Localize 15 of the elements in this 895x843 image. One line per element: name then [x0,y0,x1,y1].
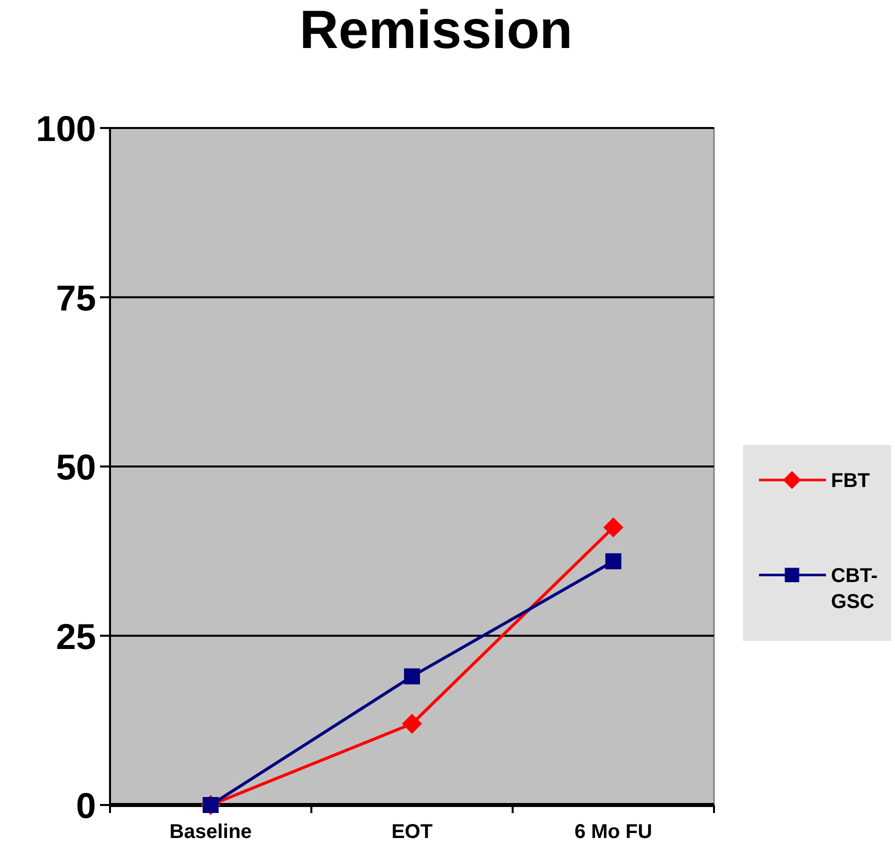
y-tick-label: 25 [56,616,96,657]
point [603,517,624,538]
chart-title: Remission [299,0,573,60]
x-tick-label: Baseline [170,821,252,843]
x-tick-label: 6 Mo FU [574,821,652,843]
y-tick-label: 75 [56,277,96,318]
y-tick-label: 0 [76,785,96,826]
y-tick-label: 100 [36,108,96,149]
legend-label: FBT [831,470,870,492]
point [402,714,422,734]
point [605,553,622,570]
x-tick-label: EOT [391,821,433,843]
point [404,668,420,684]
legend-label: CBT-GSC [831,565,878,613]
y-tick-label: 50 [56,446,96,488]
